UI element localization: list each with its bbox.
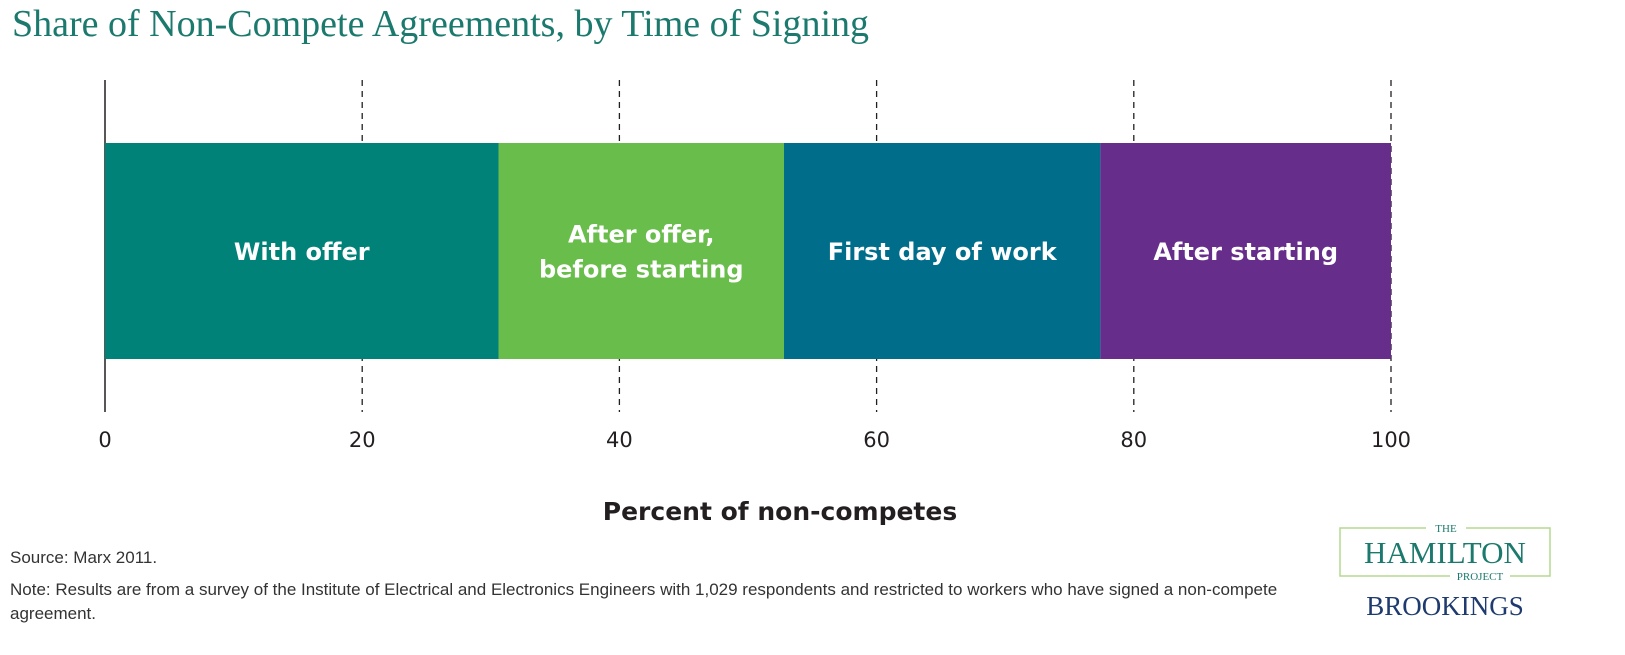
chart-title: Share of Non-Compete Agreements, by Time… (12, 3, 870, 45)
chart: With offer After offer, before starting Fir… (98, 80, 1411, 452)
logo-brookings: BROOKINGS (1366, 591, 1524, 621)
x-axis-ticks: 0 20 40 60 80 100 (98, 428, 1411, 452)
x-axis-label: Percent of non-competes (602, 497, 958, 526)
logo-hamilton: HAMILTON (1364, 535, 1526, 570)
bar-segment-2 (498, 143, 785, 359)
segment-label: After offer, (568, 221, 715, 249)
logo-project: PROJECT (1457, 571, 1504, 583)
segment-label: With offer (234, 238, 370, 266)
bar-segment-4 (1100, 143, 1391, 359)
segment-label: before starting (539, 256, 744, 284)
hamilton-brookings-logo: THE HAMILTON PROJECT BROOKINGS (1339, 522, 1551, 621)
segment-label: First day of work (828, 238, 1058, 266)
x-tick-label: 100 (1371, 428, 1411, 452)
bar-segment-1 (105, 143, 499, 359)
source-note: Source: Marx 2011. (10, 548, 158, 567)
x-tick-label: 60 (863, 428, 890, 452)
x-tick-label: 40 (606, 428, 633, 452)
x-tick-label: 0 (98, 428, 111, 452)
x-tick-label: 20 (349, 428, 376, 452)
x-tick-label: 80 (1120, 428, 1147, 452)
logo-the: THE (1435, 523, 1457, 535)
bar-segment-3 (784, 143, 1101, 359)
stacked-bar: With offer After offer, before starting Fir… (105, 143, 1391, 359)
segment-label: After starting (1153, 238, 1338, 266)
methodology-note: Note: Results are from a survey of the I… (10, 580, 1278, 623)
